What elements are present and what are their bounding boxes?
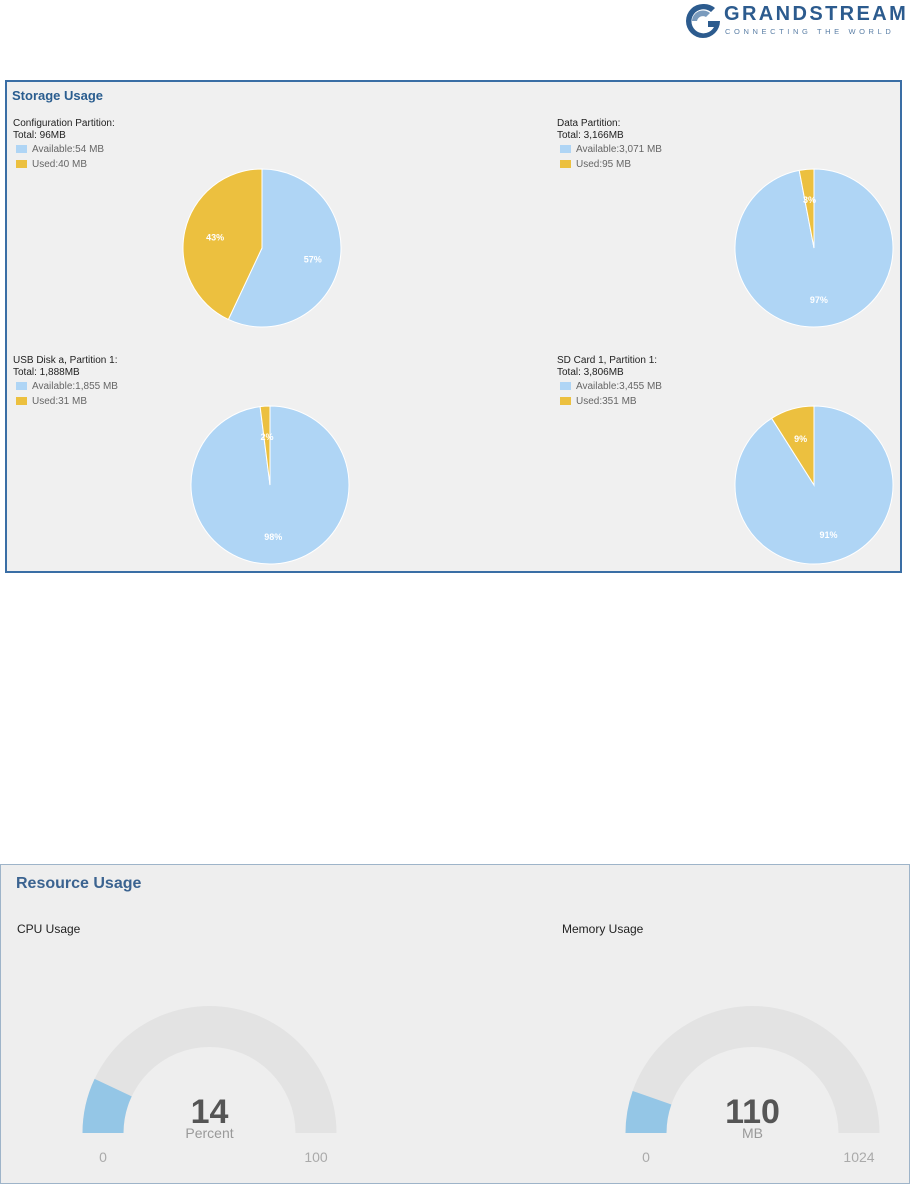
pie-chart-configuration: 57% 43%: [182, 168, 342, 328]
available-label: Available:3,455 MB: [576, 381, 662, 392]
pie-chart-sd-card: 91% 9%: [734, 405, 894, 565]
partition-total: Total: 1,888MB: [13, 367, 80, 378]
storage-usage-panel: Storage Usage Configuration Partition: T…: [5, 80, 902, 573]
available-swatch-icon: [16, 382, 27, 390]
gauge-fill: [625, 1090, 672, 1133]
legend-available: Available:54 MB: [16, 142, 115, 157]
pie-chart-usb-disk: 98% 2%: [190, 405, 350, 565]
partition-total: Total: 3,806MB: [557, 367, 624, 378]
pie-slice-used: [259, 405, 271, 486]
pie-slice-available: [227, 168, 342, 328]
resource-usage-panel: Resource Usage CPU Usage 14 Percent 0 100 M…: [0, 864, 910, 1184]
pie-label-used: 3%: [803, 195, 816, 205]
gauge-max-label: 1024: [843, 1149, 874, 1165]
legend-available: Available:3,071 MB: [560, 142, 662, 157]
gauge-unit: Percent: [185, 1125, 233, 1141]
logo-tagline: CONNECTING THE WORLD: [725, 27, 895, 36]
used-label: Used:95 MB: [576, 159, 632, 170]
partition-data: Data Partition: Total: 3,166MB Available…: [557, 118, 662, 172]
legend-used: Used:95 MB: [560, 157, 662, 172]
available-swatch-icon: [16, 145, 27, 153]
pie-slice-used: [770, 405, 815, 487]
used-swatch-icon: [560, 160, 571, 168]
partition-name: SD Card 1, Partition 1:: [557, 355, 658, 366]
cpu-usage-title: CPU Usage: [17, 922, 81, 936]
available-swatch-icon: [560, 382, 571, 390]
gauge-unit: MB: [742, 1125, 763, 1141]
legend-available: Available:1,855 MB: [16, 379, 118, 394]
pie-label-available: 98%: [264, 532, 282, 542]
grandstream-logo-icon: [686, 3, 720, 38]
partition-name: USB Disk a, Partition 1:: [13, 355, 118, 366]
partition-sd-card: SD Card 1, Partition 1: Total: 3,806MB A…: [557, 355, 662, 409]
available-label: Available:54 MB: [32, 144, 105, 155]
partition-name: Data Partition:: [557, 118, 621, 129]
legend-available: Available:3,455 MB: [560, 379, 662, 394]
pie-slice-used: [182, 168, 263, 321]
used-label: Used:40 MB: [32, 159, 88, 170]
gauge-min-label: 0: [642, 1149, 650, 1165]
storage-usage-title: Storage Usage: [12, 88, 104, 103]
used-swatch-icon: [560, 397, 571, 405]
available-label: Available:3,071 MB: [576, 144, 662, 155]
memory-usage-title: Memory Usage: [562, 922, 644, 936]
partition-name: Configuration Partition:: [13, 118, 115, 129]
grandstream-logo: GRANDSTREAM CONNECTING THE WORLD: [684, 2, 912, 42]
available-swatch-icon: [560, 145, 571, 153]
pie-label-available: 97%: [810, 295, 828, 305]
pie-label-used: 2%: [260, 432, 273, 442]
legend-used: Used:40 MB: [16, 157, 115, 172]
logo-brand-text: GRANDSTREAM: [724, 3, 909, 25]
gauge-track: [82, 1006, 337, 1133]
legend-used: Used:351 MB: [560, 394, 662, 409]
pie-label-used: 43%: [206, 233, 224, 243]
gauge-track: [625, 1006, 880, 1133]
used-swatch-icon: [16, 160, 27, 168]
partition-total: Total: 96MB: [13, 130, 66, 141]
pie-slice-used: [798, 168, 815, 249]
used-swatch-icon: [16, 397, 27, 405]
gauge-min-label: 0: [99, 1149, 107, 1165]
used-label: Used:31 MB: [32, 396, 88, 407]
partition-configuration: Configuration Partition: Total: 96MB Ava…: [13, 118, 115, 172]
legend-used: Used:31 MB: [16, 394, 118, 409]
available-label: Available:1,855 MB: [32, 381, 118, 392]
pie-label-available: 57%: [304, 254, 322, 264]
partition-total: Total: 3,166MB: [557, 130, 624, 141]
gauge-value: 14: [191, 1093, 229, 1131]
gauge-max-label: 100: [304, 1149, 328, 1165]
pie-label-used: 9%: [794, 434, 807, 444]
gauge-value: 110: [725, 1093, 780, 1131]
used-label: Used:351 MB: [576, 396, 637, 407]
partition-usb-disk: USB Disk a, Partition 1: Total: 1,888MB …: [13, 355, 118, 409]
pie-label-available: 91%: [819, 530, 837, 540]
resource-usage-title: Resource Usage: [16, 875, 142, 892]
gauge-fill: [82, 1078, 132, 1133]
pie-chart-data: 97% 3%: [734, 168, 894, 328]
